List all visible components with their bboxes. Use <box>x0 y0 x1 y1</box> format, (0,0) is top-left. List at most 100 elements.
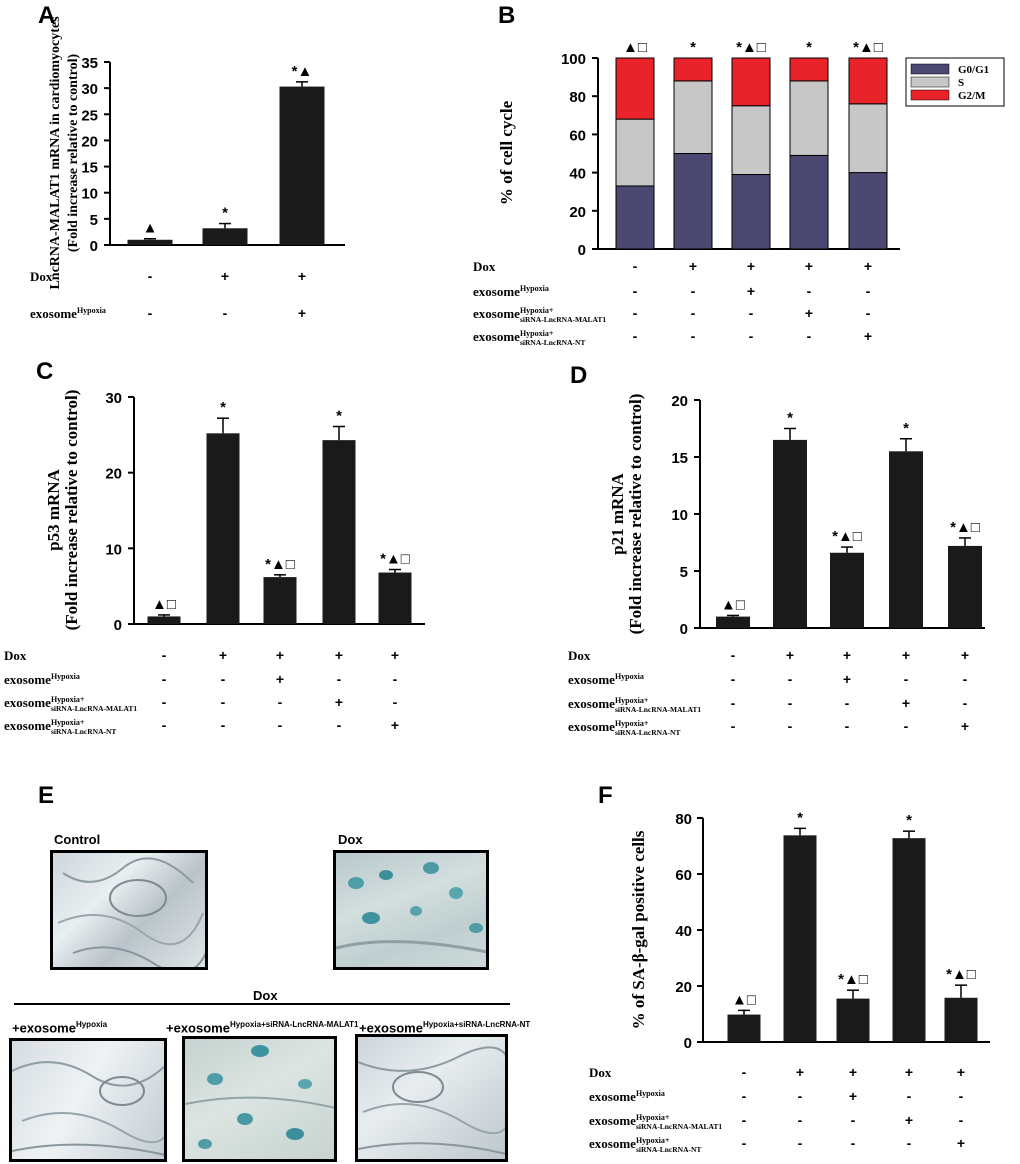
chart-d-y-tick-label-4: 20 <box>671 393 688 410</box>
chart-b-row-label-1: exosomeHypoxia <box>473 284 549 299</box>
chart-f-row-label-3: exosomeHypoxia+ siRNA-LncRNA-NT <box>589 1136 701 1154</box>
chart-b-y-tick-label-1: 20 <box>569 204 586 221</box>
chart-d-y-label-0: p21 mRNA <box>608 472 627 554</box>
panel-label-e: E <box>38 782 55 809</box>
chart-a-row-label-sup-1: Hypoxia <box>77 306 106 315</box>
chart-d-row-label-sup-1: Hypoxia <box>615 672 644 681</box>
chart-f-row-1-sign-1: - <box>798 1088 803 1104</box>
chart-c-y-tick-label-1: 10 <box>105 541 122 558</box>
exo-malat1-sup: Hypoxia+siRNA-LncRNA-MALAT1 <box>229 1020 359 1029</box>
chart-b-bar-g2m-1 <box>673 57 713 82</box>
chart-b-row-0-sign-0: - <box>633 258 638 274</box>
chart-f-annotation-1: * <box>797 809 803 826</box>
chart-b-y-tick-label-2: 40 <box>569 166 586 183</box>
chart-a-y-tick-label-0: 0 <box>90 238 98 255</box>
panel-label-f: F <box>598 782 613 809</box>
chart-c-row-1-sign-4: - <box>393 671 398 687</box>
micrograph-control-texture <box>57 857 205 967</box>
chart-b-bar-g2m-3 <box>789 57 829 82</box>
chart-c-row-label-3: exosomeHypoxia+ siRNA-LncRNA-NT <box>4 718 116 736</box>
chart-d-bar-1 <box>773 439 807 628</box>
chart-c-row-0-sign-3: + <box>335 647 343 663</box>
chart-b-bar-g2m-4 <box>848 57 888 105</box>
chart-f-row-label-sup-2: Hypoxia+ <box>636 1113 670 1122</box>
chart-d-row-label-sub-2: siRNA-LncRNA-MALAT1 <box>615 705 701 714</box>
chart-a-row-label-1: exosomeHypoxia <box>30 306 106 321</box>
chart-f-y-tick-label-1: 20 <box>675 979 692 996</box>
chart-d-row-label-text-1: exosome <box>568 672 615 687</box>
panel-label-b: B <box>498 2 516 29</box>
chart-c-row-label-sup-3: Hypoxia+ <box>51 718 85 727</box>
chart-b-legend-label-0: G0/G1 <box>958 64 989 76</box>
panel-label-d: D <box>570 362 588 389</box>
chart-b-row-label-text-0: Dox <box>473 259 496 274</box>
chart-c-bar-1 <box>206 433 240 624</box>
chart-c-row-label-text-3: exosome <box>4 718 51 733</box>
chart-b-bar-g2m-0 <box>615 57 655 120</box>
chart-c-bar-2 <box>263 577 297 624</box>
chart-c-bar-3 <box>322 440 356 624</box>
chart-b-row-2-sign-2: - <box>749 305 754 321</box>
micrograph-exo-malat1 <box>182 1036 337 1162</box>
chart-b-row-label-text-2: exosome <box>473 306 520 321</box>
chart-d-row-label-text-3: exosome <box>568 719 615 734</box>
chart-f-y-label-0: % of SA-β-gal positive cells <box>629 830 648 1029</box>
exo-nt-sup: Hypoxia+siRNA-LncRNA-NT <box>422 1020 531 1029</box>
chart-f-row-2-sign-1: - <box>798 1112 803 1128</box>
chart-a-row-1-sign-0: - <box>148 305 153 321</box>
chart-a-y-tick-label-7: 35 <box>81 55 98 72</box>
chart-b-row-3-sign-2: - <box>749 328 754 344</box>
chart-a-annotation-2: *▲ <box>292 63 313 80</box>
chart-d-row-0-sign-1: + <box>786 647 794 663</box>
micrograph-exo-malat1-label: +exosomeHypoxia+siRNA-LncRNA-MALAT1 <box>166 1020 358 1035</box>
chart-d-row-2-sign-1: - <box>788 695 793 711</box>
chart-d-row-2-sign-4: - <box>963 695 968 711</box>
chart-a-row-label-text-1: exosome <box>30 306 77 321</box>
chart-f-row-3-sign-3: - <box>907 1135 912 1151</box>
chart-c-row-label-sub-2: siRNA-LncRNA-MALAT1 <box>51 704 137 713</box>
chart-b-row-label-text-3: exosome <box>473 329 520 344</box>
micrograph-exo-malat1-texture <box>185 1045 334 1149</box>
chart-b-row-2-sign-3: + <box>805 305 813 321</box>
micrograph-dox-texture <box>336 862 486 954</box>
chart-b-bar-g0g1-1 <box>673 153 713 250</box>
chart-f-annotation-0: ▲□ <box>732 991 756 1008</box>
chart-a-annotation-0: ▲ <box>143 220 158 237</box>
chart-b-row-0-sign-3: + <box>805 258 813 274</box>
chart-b-row-2-sign-0: - <box>633 305 638 321</box>
chart-d-row-0-sign-2: + <box>843 647 851 663</box>
chart-b-row-label-3: exosomeHypoxia+ siRNA-LncRNA-NT <box>473 329 585 347</box>
chart-b-row-label-2: exosomeHypoxia+ siRNA-LncRNA-MALAT1 <box>473 306 606 324</box>
chart-d-row-3-sign-4: + <box>961 718 969 734</box>
chart-f-row-0-sign-0: - <box>742 1064 747 1080</box>
chart-c-row-1-sign-0: - <box>162 671 167 687</box>
chart-b-row-3-sign-3: - <box>807 328 812 344</box>
chart-c-row-2-sign-3: + <box>335 694 343 710</box>
chart-a-y-tick-label-1: 5 <box>90 212 98 229</box>
chart-c-annotation-4: *▲□ <box>380 551 410 568</box>
chart-c-row-label-sub-3: siRNA-LncRNA-NT <box>51 727 116 736</box>
chart-f-row-3-sign-1: - <box>798 1135 803 1151</box>
exo-hyp-sup: Hypoxia <box>75 1020 108 1029</box>
chart-a-annotation-1: * <box>222 205 228 222</box>
chart-b-y-tick-label-5: 100 <box>561 51 586 68</box>
chart-b-row-3-sign-0: - <box>633 328 638 344</box>
chart-c-y-tick-label-0: 0 <box>114 617 122 634</box>
chart-b-annotation-4: *▲□ <box>853 39 883 56</box>
chart-f-row-label-text-0: Dox <box>589 1065 612 1080</box>
chart-f-row-1-sign-0: - <box>742 1088 747 1104</box>
chart-b-y-tick-label-0: 0 <box>578 242 586 259</box>
panel-label-c: C <box>36 358 54 385</box>
chart-f-row-label-sub-3: siRNA-LncRNA-NT <box>636 1145 701 1154</box>
chart-f-row-label-sup-1: Hypoxia <box>636 1089 665 1098</box>
chart-b-row-3-sign-4: + <box>864 328 872 344</box>
chart-d-row-2-sign-3: + <box>902 695 910 711</box>
chart-f-y-tick-label-4: 80 <box>675 811 692 828</box>
chart-b-row-1-sign-3: - <box>807 283 812 299</box>
micrograph-exo-hyp-label: +exosomeHypoxia <box>12 1020 107 1035</box>
chart-b-row-label-sup-1: Hypoxia <box>520 284 549 293</box>
chart-d-row-label-0: Dox <box>568 648 591 663</box>
chart-c-row-3-sign-3: - <box>337 717 342 733</box>
micrograph-exo-nt-label: +exosomeHypoxia+siRNA-LncRNA-NT <box>359 1020 530 1035</box>
